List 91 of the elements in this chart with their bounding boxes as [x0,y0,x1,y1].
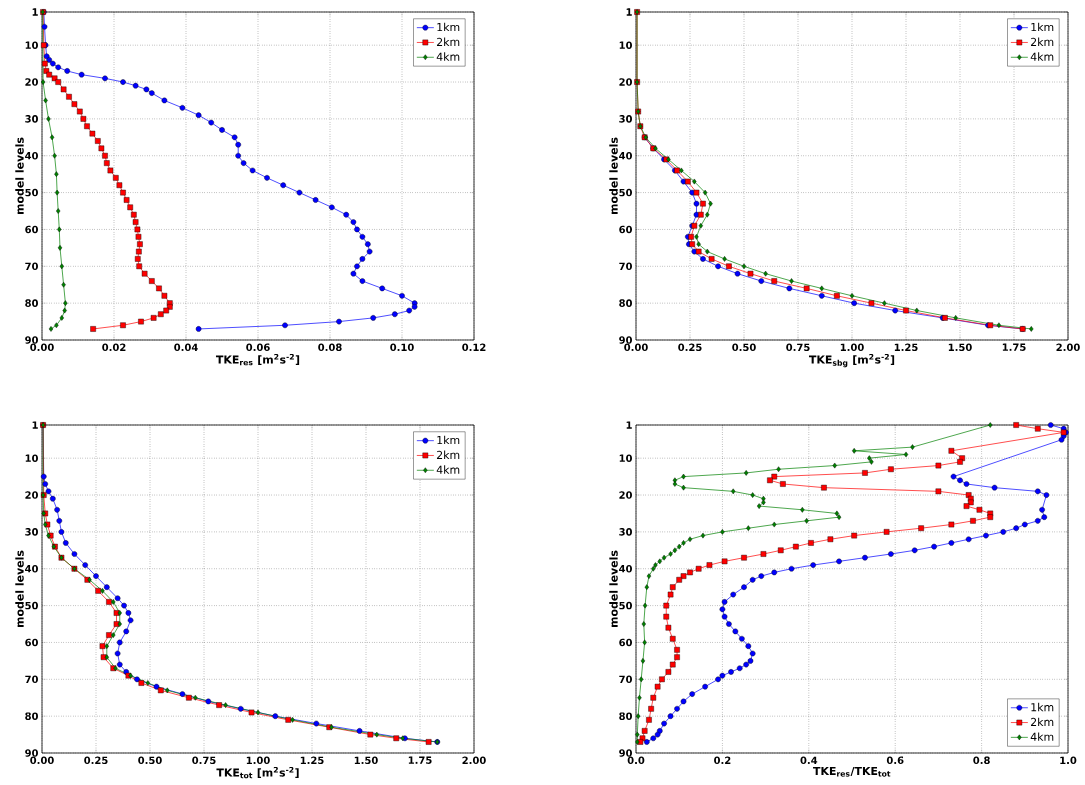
y-tick-label: 20 [25,78,38,86]
legend-label: 2km [1030,37,1054,46]
legend-label: 1km [1031,702,1054,712]
y-tick-label: 20 [619,491,633,499]
x-tick-label: 0.10 [390,343,414,352]
x-tick-label: 0.6 [886,756,904,765]
x-tick-label: 0.8 [973,756,990,765]
legend-label: 1km [437,22,460,32]
x-tick-label: 0.75 [192,756,216,765]
y-tick-label: 90 [25,749,38,757]
y-tick-label: 40 [619,151,633,160]
y-tick-label: 1 [626,8,632,16]
y-tick-label: 1 [32,8,38,16]
y-tick-label: 40 [619,564,633,573]
y-tick-label: 80 [25,299,38,307]
y-tick-label: 30 [619,115,633,123]
legend-label: 4km [1030,52,1054,61]
y-tick-label: 80 [619,712,633,720]
y-axis-title: model levels [609,550,618,628]
x-tick-label: 2.00 [462,756,486,765]
y-axis-title: model levels [15,137,24,215]
y-tick-label: 70 [619,262,633,271]
y-tick-label: 10 [619,454,633,462]
y-tick-label: 10 [619,41,633,49]
y-tick-label: 40 [25,151,38,160]
x-tick-label: 0.04 [174,343,198,352]
y-tick-label: 70 [619,675,633,684]
x-axis-title: TKE$_{tot}$ [m$^{2}$s$^{-2}$] [216,766,299,779]
y-tick-label: 90 [619,749,633,757]
x-tick-label: 1.50 [948,343,972,352]
x-tick-label: 0.00 [624,343,648,352]
y-axis-title: model levels [15,550,24,628]
x-tick-label: 0.12 [462,343,486,352]
y-tick-label: 90 [619,336,633,344]
legend-label: 1km [1031,22,1054,32]
legend-label: 2km [1030,717,1054,726]
x-tick-label: 0.50 [732,343,756,352]
x-tick-label: 0.25 [678,343,702,352]
y-tick-label: 60 [619,225,633,234]
x-tick-label: 0.0 [627,756,645,765]
x-tick-label: 0.00 [30,343,54,352]
x-tick-label: 1.25 [300,756,324,765]
x-tick-label: 0.75 [786,343,810,352]
y-tick-label: 50 [619,601,633,610]
x-tick-label: 0.25 [84,756,108,765]
y-tick-label: 30 [25,528,38,536]
y-tick-label: 80 [619,299,633,307]
x-tick-label: 0.4 [800,756,818,765]
x-tick-label: 0.00 [30,756,54,765]
x-tick-label: 2.00 [1056,343,1080,352]
x-tick-label: 0.2 [714,756,731,765]
legend-label: 4km [436,465,460,474]
y-tick-label: 20 [619,78,633,86]
y-tick-label: 60 [619,638,633,647]
x-tick-label: 0.06 [246,343,270,352]
y-tick-label: 50 [25,601,38,610]
x-axis-title: TKE$_{sbg}$ [m$^{2}$s$^{-2}$] [808,353,895,368]
y-tick-label: 50 [619,188,633,197]
x-tick-label: 1.00 [840,343,864,352]
y-tick-label: 1 [32,421,38,429]
x-tick-label: 1.75 [1002,343,1026,351]
x-tick-label: 0.50 [138,756,162,765]
x-tick-label: 1.75 [408,756,432,764]
x-tick-label: 1.25 [894,343,918,352]
y-tick-label: 70 [25,675,38,684]
y-tick-label: 10 [25,454,38,462]
y-axis-title: model levels [609,137,618,215]
y-tick-label: 60 [25,225,38,234]
legend-label: 4km [436,52,460,61]
x-tick-label: 1.50 [354,756,378,765]
legend-label: 4km [1030,732,1054,741]
x-tick-label: 0.08 [318,343,342,352]
y-tick-label: 30 [619,528,633,536]
legend-label: 2km [436,37,460,46]
x-axis-title: TKE$_{res}$ [m$^{2}$s$^{-2}$] [215,353,300,366]
x-tick-label: 1.00 [246,756,270,765]
legend-label: 2km [436,450,460,459]
y-tick-label: 60 [25,638,38,647]
y-tick-label: 10 [25,41,38,49]
y-tick-label: 80 [25,712,38,720]
y-tick-label: 90 [25,336,38,344]
y-tick-label: 20 [25,491,38,499]
y-tick-label: 40 [25,564,38,573]
y-tick-label: 30 [25,115,38,123]
x-axis-title: TKE$_{res}$/TKE$_{tot}$ [813,766,891,777]
y-tick-label: 50 [25,188,38,197]
legend-label: 1km [437,435,460,445]
x-tick-label: 0.02 [102,343,126,352]
x-tick-label: 1.0 [1060,756,1077,765]
y-tick-label: 1 [626,421,632,429]
y-tick-label: 70 [25,262,38,271]
